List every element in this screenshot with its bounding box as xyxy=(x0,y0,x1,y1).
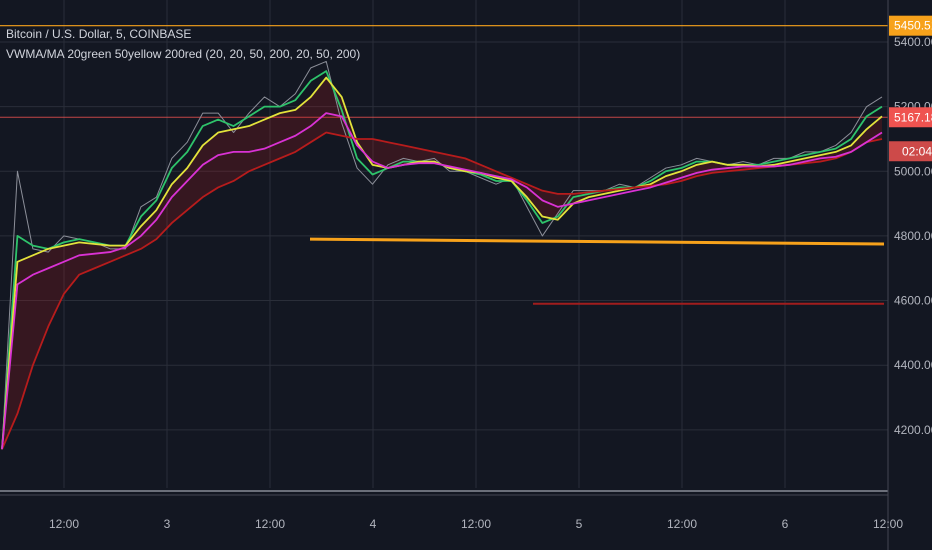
series-ma-50 xyxy=(1,112,883,450)
ma-cloud-fill xyxy=(2,77,882,450)
last-price-box xyxy=(889,107,932,128)
y-tick-label-1: 4400.00 xyxy=(894,358,932,372)
y-tick-label-6: 5400.00 xyxy=(894,35,932,49)
grid xyxy=(0,0,889,488)
x-tick-label-0: 12:00 xyxy=(49,517,79,531)
x-tick-label-3: 4 xyxy=(370,517,377,531)
symbol-title: Bitcoin / U.S. Dollar, 5, COINBASE xyxy=(6,27,192,41)
indicator-title: VWMA/MA 20green 50yellow 200red (20, 20,… xyxy=(6,47,361,61)
countdown-label: 02:04 xyxy=(902,144,932,158)
x-tick-label-5: 5 xyxy=(576,517,583,531)
x-tick-label-1: 3 xyxy=(164,517,171,531)
series-price xyxy=(1,60,883,450)
series-lines xyxy=(1,60,883,450)
y-tick-label-4: 5000.00 xyxy=(894,164,932,178)
horizontal-levels xyxy=(0,25,888,305)
y-tick-label-2: 4600.00 xyxy=(894,294,932,308)
series-vwma-20 xyxy=(1,70,883,450)
high-marker-box xyxy=(889,15,932,36)
last-price-label: 5167.18 xyxy=(894,110,932,124)
x-tick-label-8: 12:00 xyxy=(873,517,903,531)
orange-support-line xyxy=(309,237,885,246)
x-tick-label-2: 12:00 xyxy=(255,517,285,531)
series-ma-200 xyxy=(1,131,883,450)
x-tick-label-4: 12:00 xyxy=(461,517,491,531)
y-tick-label-0: 4200.00 xyxy=(894,423,932,437)
high-marker-label: 5450.51 xyxy=(894,19,932,33)
y-tick-label-3: 4800.00 xyxy=(894,229,932,243)
x-tick-label-6: 12:00 xyxy=(667,517,697,531)
x-tick-label-7: 6 xyxy=(782,517,789,531)
series-vwma-50 xyxy=(1,76,883,450)
countdown-box xyxy=(889,141,932,162)
